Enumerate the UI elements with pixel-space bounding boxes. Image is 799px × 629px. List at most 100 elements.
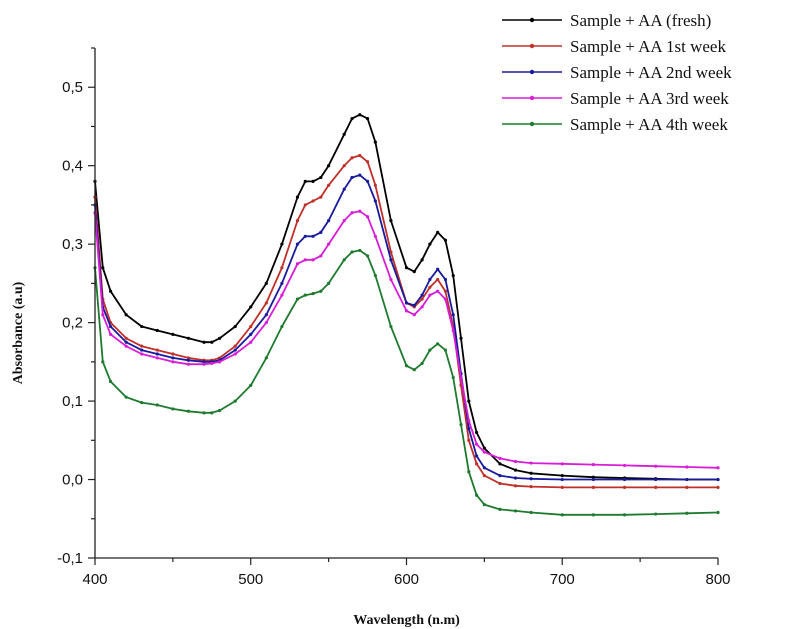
data-point — [124, 395, 128, 399]
data-point — [474, 454, 479, 458]
data-point — [420, 297, 424, 301]
data-point — [420, 258, 424, 262]
data-point — [311, 179, 315, 183]
data-point — [654, 512, 658, 516]
data-point — [389, 250, 393, 254]
data-point — [218, 336, 222, 340]
data-point — [108, 289, 113, 293]
data-point — [459, 375, 463, 380]
data-point — [342, 219, 346, 223]
data-point — [443, 297, 448, 301]
data-point — [498, 462, 502, 466]
data-point — [140, 348, 144, 352]
y-axis-ticks: -0,1 0,0 0,1 0,2 0,3 0,4 0,5 — [57, 47, 95, 567]
data-point — [342, 258, 346, 262]
data-point — [654, 477, 658, 482]
series-line — [94, 210, 719, 469]
data-point — [529, 510, 533, 515]
data-point — [155, 328, 159, 333]
data-point — [474, 430, 479, 435]
data-point — [155, 356, 159, 360]
data-point — [622, 485, 627, 489]
data-point — [420, 293, 424, 297]
data-point — [622, 477, 627, 482]
series-5 — [93, 248, 720, 517]
legend-label: Sample + AA 1st week — [570, 37, 726, 56]
data-point — [467, 419, 471, 423]
data-point — [303, 234, 307, 238]
data-point — [451, 375, 455, 380]
data-point — [451, 328, 455, 333]
data-point — [319, 175, 323, 180]
data-point — [622, 513, 627, 517]
legend-label: Sample + AA 4th week — [570, 115, 728, 134]
data-point — [140, 352, 144, 356]
data-point — [171, 356, 175, 360]
data-point — [459, 423, 463, 427]
data-point — [108, 324, 113, 329]
data-point — [467, 470, 471, 474]
legend-label: Sample + AA 3rd week — [570, 89, 729, 108]
data-point — [295, 242, 300, 246]
data-point — [685, 477, 689, 482]
data-point — [327, 164, 331, 168]
data-point — [373, 199, 377, 203]
data-point — [350, 211, 354, 215]
data-point — [591, 513, 596, 517]
data-point — [327, 281, 331, 285]
data-point — [311, 199, 315, 203]
x-axis-title: Wavelength (n.m) — [353, 613, 460, 628]
data-point — [155, 403, 159, 407]
y-tick-label: 0,4 — [62, 158, 83, 175]
y-tick-label: -0,1 — [57, 550, 83, 567]
data-point — [303, 293, 307, 297]
data-point — [404, 266, 409, 270]
data-point — [264, 281, 268, 285]
data-point — [171, 352, 175, 356]
data-point — [513, 468, 518, 472]
data-point — [373, 234, 377, 238]
data-point — [482, 466, 486, 470]
data-point — [474, 462, 479, 466]
data-point — [591, 475, 596, 479]
data-point — [303, 258, 307, 262]
data-point — [311, 291, 315, 296]
data-point — [685, 485, 689, 489]
data-point — [716, 510, 720, 515]
data-point — [295, 195, 300, 199]
legend-item: Sample + AA 1st week — [502, 37, 726, 56]
data-point — [560, 477, 564, 482]
data-point — [428, 277, 432, 282]
data-point — [529, 485, 533, 489]
data-point — [264, 356, 268, 360]
data-point — [513, 476, 518, 480]
data-point — [249, 324, 253, 329]
data-point — [373, 183, 377, 187]
data-point — [529, 471, 533, 475]
data-point — [560, 462, 564, 466]
series-2 — [93, 153, 720, 489]
series-line — [94, 154, 718, 489]
data-point — [474, 442, 479, 446]
data-point — [404, 309, 409, 313]
data-point — [202, 362, 206, 366]
data-point — [327, 183, 331, 187]
data-point — [560, 485, 564, 489]
data-point — [350, 117, 354, 121]
data-point — [451, 273, 455, 278]
data-point — [280, 266, 284, 270]
data-point — [233, 344, 237, 348]
data-point — [327, 242, 331, 246]
data-point — [124, 344, 128, 348]
data-point — [295, 219, 300, 223]
data-point — [342, 132, 346, 136]
y-tick-label: 0,1 — [62, 393, 83, 410]
data-point — [186, 356, 191, 360]
data-point — [482, 503, 486, 507]
data-point — [171, 407, 175, 411]
data-point — [513, 459, 518, 464]
data-point — [358, 209, 362, 213]
x-tick-label: 700 — [550, 571, 575, 588]
data-point — [498, 507, 502, 511]
series-1 — [93, 113, 720, 482]
